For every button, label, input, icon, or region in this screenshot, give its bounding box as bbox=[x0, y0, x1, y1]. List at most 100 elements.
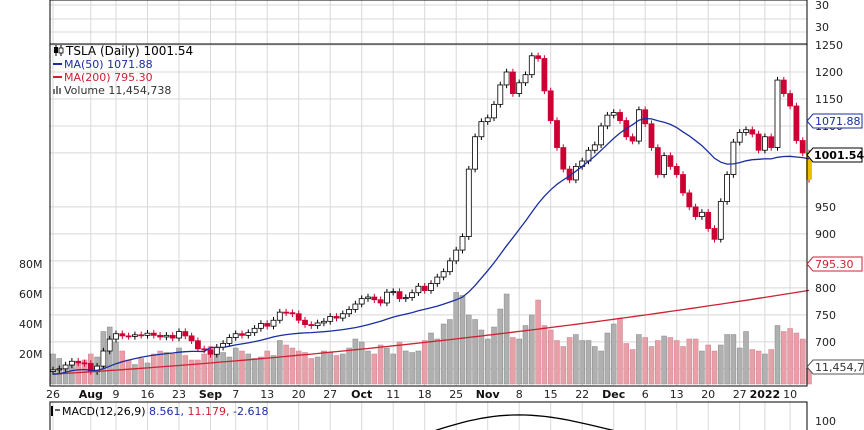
macd-axis-tick: 100 bbox=[815, 415, 836, 428]
ma200-line bbox=[52, 289, 810, 375]
candle-body bbox=[692, 206, 699, 218]
candle-body bbox=[226, 337, 233, 344]
date-axis-labels: 26 Aug 9 16 23 Sep 7 13 20 27 Oct 11 18 25 Nov 8 15 22 Dec… bbox=[46, 388, 797, 401]
candle-body bbox=[144, 332, 151, 336]
candle-body bbox=[516, 82, 523, 94]
volume-bar bbox=[730, 334, 737, 385]
macd-panel-border bbox=[49, 401, 808, 430]
candle-body bbox=[415, 285, 422, 294]
candle-body bbox=[346, 309, 353, 315]
candle-body bbox=[503, 71, 510, 86]
volume-bar bbox=[169, 353, 176, 385]
volume-bar bbox=[308, 358, 315, 385]
volume-bar bbox=[144, 362, 151, 385]
price-axis-tick: 800 bbox=[815, 282, 836, 295]
price-axis-tick: 1250 bbox=[815, 39, 843, 52]
candle-body bbox=[257, 323, 264, 329]
candle-body bbox=[686, 192, 693, 208]
volume-bar bbox=[724, 334, 730, 385]
candle-body bbox=[106, 338, 113, 352]
volume-bar bbox=[522, 325, 529, 385]
macd-panel: MACD(12,26,9) 8.561, 11.179, -2.618 100 bbox=[51, 405, 836, 430]
volume-bar bbox=[699, 350, 705, 385]
candle-body bbox=[654, 147, 661, 175]
candle-body bbox=[251, 327, 258, 334]
volume-bar bbox=[762, 353, 768, 385]
volume-tag-text: 11,454,738 bbox=[815, 361, 864, 374]
volume-axis-tick: 80M bbox=[19, 258, 43, 271]
volume-bar bbox=[295, 350, 302, 385]
date-axis-tick: 6 bbox=[642, 388, 649, 401]
candle-body bbox=[276, 311, 283, 321]
volume-bar bbox=[151, 353, 157, 385]
volume-bar bbox=[258, 356, 264, 385]
volume-bar bbox=[623, 343, 630, 385]
volume-bar bbox=[421, 340, 428, 385]
volume-bar bbox=[239, 350, 245, 385]
volume-bar bbox=[302, 352, 308, 385]
volume-bar bbox=[799, 338, 806, 385]
volume-bar bbox=[592, 346, 598, 385]
volume-bar bbox=[491, 326, 497, 385]
date-axis-tick: 10 bbox=[783, 388, 797, 401]
candle-body bbox=[699, 211, 705, 218]
candle-body bbox=[320, 320, 327, 324]
volume-bar bbox=[686, 338, 693, 385]
price-axis-tick: 900 bbox=[815, 228, 836, 241]
candle-body bbox=[497, 84, 504, 105]
price-axis-labels: 1250120011501100105095090085080075070065… bbox=[815, 39, 843, 376]
legend-interval: Daily bbox=[105, 44, 135, 58]
volume-bar bbox=[440, 323, 447, 385]
candle-body bbox=[541, 58, 548, 92]
volume-bar bbox=[781, 331, 787, 385]
date-axis-tick: 22 bbox=[575, 388, 589, 401]
volume-bar bbox=[661, 335, 667, 385]
legend-last-price: 1001.54 bbox=[144, 44, 194, 58]
volume-bar bbox=[358, 341, 365, 385]
date-axis-tick: 27 bbox=[323, 388, 337, 401]
macd-signal-value: 11.179 bbox=[188, 405, 227, 418]
volume-axis-labels: 80M 60M 40M 20M bbox=[19, 258, 43, 361]
candle-body bbox=[799, 140, 806, 154]
volume-bar bbox=[692, 338, 699, 385]
date-axis-tick: Nov bbox=[476, 388, 501, 401]
volume-axis-tick: 40M bbox=[19, 318, 43, 331]
volume-bar bbox=[377, 344, 384, 385]
candle-body bbox=[333, 316, 340, 319]
volume-bar bbox=[409, 352, 415, 385]
candle-body bbox=[245, 332, 252, 336]
candle-body bbox=[484, 117, 491, 123]
ma50-line bbox=[52, 117, 810, 375]
candle-body bbox=[598, 125, 604, 146]
volume-bar bbox=[195, 359, 201, 385]
candle-body bbox=[396, 291, 403, 300]
candle-body bbox=[705, 211, 712, 229]
volume-bar bbox=[333, 355, 340, 385]
volume-bar bbox=[264, 350, 270, 385]
volume-bar bbox=[642, 337, 648, 385]
last-price-tag: 1001.54 bbox=[806, 147, 864, 163]
candle-body bbox=[182, 331, 189, 337]
candle-body bbox=[711, 228, 718, 240]
date-axis-tick: Dec bbox=[602, 388, 625, 401]
volume-bar bbox=[497, 308, 504, 385]
price-axis-tick: 950 bbox=[815, 201, 836, 214]
volume-bar bbox=[541, 325, 548, 385]
legend-ma200: MA(200) 795.30 bbox=[64, 71, 153, 84]
volume-bar bbox=[283, 344, 289, 385]
date-axis-tick: 11 bbox=[386, 388, 400, 401]
candle-body bbox=[465, 168, 472, 237]
volume-bar bbox=[749, 349, 756, 385]
candle-body bbox=[629, 136, 636, 142]
candle-body bbox=[327, 316, 334, 322]
ma50-value-tag: 1071.88 bbox=[806, 113, 863, 129]
volume-bar bbox=[314, 356, 321, 385]
macd-comma: , bbox=[181, 405, 185, 418]
date-axis-tick: 13 bbox=[670, 388, 684, 401]
candle-body bbox=[289, 312, 296, 315]
candle-body bbox=[774, 79, 781, 148]
volume-bar bbox=[610, 323, 617, 385]
candle-body bbox=[642, 109, 649, 125]
volume-bar bbox=[510, 337, 516, 385]
top-panel-tick: 30 bbox=[815, 21, 829, 34]
